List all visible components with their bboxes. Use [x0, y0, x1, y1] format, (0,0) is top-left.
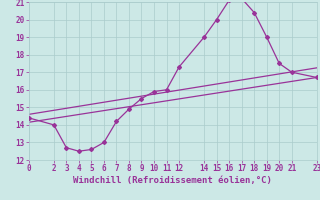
X-axis label: Windchill (Refroidissement éolien,°C): Windchill (Refroidissement éolien,°C): [73, 176, 272, 185]
